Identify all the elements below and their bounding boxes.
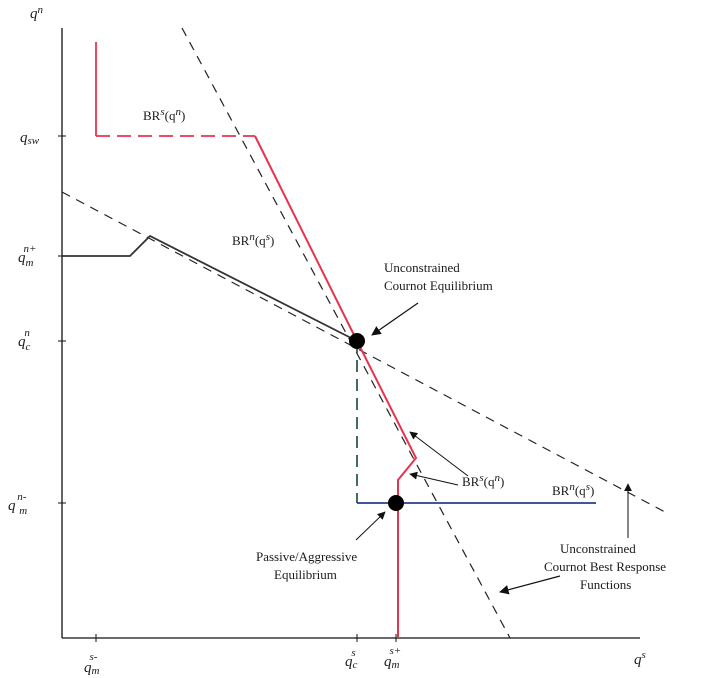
label-br-n-right: BRn(qs) — [552, 481, 594, 498]
annotation-unconstrained-br-line3: Functions — [580, 577, 631, 592]
y-tick-label-qsw: qsw — [20, 130, 40, 147]
label-br-s-right: BRs(qn) — [462, 472, 504, 489]
annotation-unconstrained-br: Unconstrained Cournot Best Response Func… — [544, 541, 669, 592]
unconstrained-br-s-dashed — [182, 28, 510, 638]
x-tick-label-qcs: qcs — [345, 647, 358, 671]
x-tick-label-qms-plus: qms+ — [384, 645, 401, 671]
unconstrained-equilibrium-dot — [349, 333, 365, 349]
annotation-unconstrained-eq-line1: Unconstrained — [384, 260, 460, 275]
arrow-unconstrained-eq — [372, 303, 418, 335]
passive-aggressive-equilibrium-dot — [388, 495, 404, 511]
arrow-br-s-lower — [410, 474, 458, 485]
y-axis-label-sup: n — [38, 4, 44, 16]
annotation-passive-eq: Passive/Aggressive Equilibrium — [256, 549, 360, 582]
annotation-unconstrained-br-line2: Cournot Best Response — [544, 559, 666, 574]
annotation-unconstrained-br-line1: Unconstrained — [560, 541, 636, 556]
label-br-n-left: BRn(qs) — [232, 231, 274, 248]
annotation-unconstrained-eq-line2: Cournot Equilibrium — [384, 278, 493, 293]
arrow-br-functions-lower — [500, 576, 560, 592]
annotation-passive-eq-line1: Passive/Aggressive — [256, 549, 357, 564]
y-axis-label: qn — [30, 4, 44, 22]
y-tick-label-qmn-plus: qmn+ — [18, 243, 36, 269]
x-axis-label: qs — [634, 649, 646, 668]
arrow-passive-eq — [356, 512, 385, 540]
x-axis-label-sup: s — [642, 649, 646, 661]
annotation-unconstrained-eq: Unconstrained Cournot Equilibrium — [384, 260, 493, 293]
annotation-passive-eq-line2: Equilibrium — [274, 567, 337, 582]
y-tick-label-qmn-minus: q mn- — [8, 491, 27, 517]
x-tick-label-qms-minus: qms- — [84, 651, 100, 677]
label-br-s-top: BRs(qn) — [143, 106, 185, 123]
y-tick-label-qcn: qcn — [18, 327, 31, 353]
